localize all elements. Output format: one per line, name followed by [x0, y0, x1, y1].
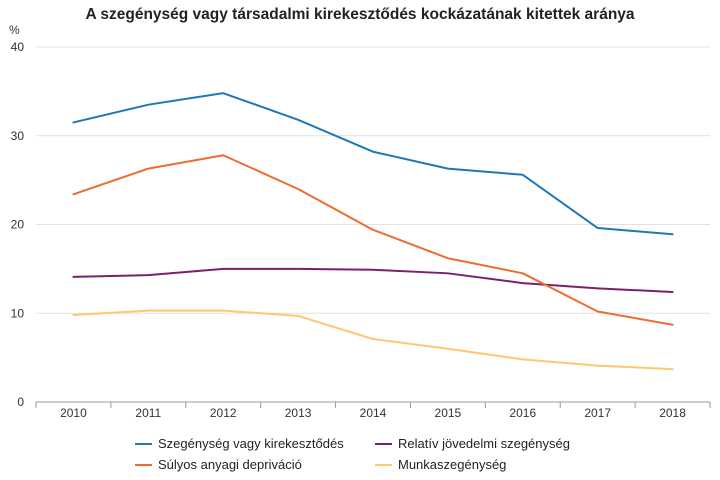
- legend: Szegénység vagy kirekesztődés Relatív jö…: [135, 436, 595, 472]
- legend-label: Súlyos anyagi depriváció: [158, 457, 302, 472]
- x-tick-label: 2010: [60, 406, 87, 420]
- y-axis-unit-label: %: [9, 23, 20, 37]
- series-line-0: [72, 92, 674, 236]
- legend-item-relativ: Relatív jövedelmi szegénység: [375, 436, 595, 451]
- y-tick-label: 10: [11, 306, 25, 320]
- legend-swatch: [135, 463, 152, 466]
- x-tick-label: 2016: [509, 406, 536, 420]
- y-tick-label: 0: [17, 395, 24, 409]
- legend-swatch: [375, 442, 392, 445]
- x-tick-labels: 2010 2011 2012 2013 2014 2015 2016 2017 2018: [35, 402, 711, 420]
- legend-item-szegenyseg: Szegénység vagy kirekesztődés: [135, 436, 375, 451]
- chart-title: A szegénység vagy társadalmi kirekesztőd…: [85, 6, 635, 23]
- y-tick-label: 20: [11, 218, 25, 232]
- legend-label: Munkaszegénység: [398, 457, 507, 472]
- gridlines: [36, 46, 710, 403]
- y-tick-labels: 0 10 20 30 40: [11, 40, 25, 409]
- x-tick-label: 2011: [135, 406, 161, 420]
- legend-swatch: [135, 442, 152, 445]
- x-tick-label: 2015: [435, 406, 462, 420]
- y-tick-label: 40: [11, 40, 25, 54]
- legend-item-deprivacio: Súlyos anyagi depriváció: [135, 457, 375, 472]
- x-tick-label: 2012: [210, 406, 237, 420]
- legend-swatch: [375, 463, 392, 466]
- x-tick-label: 2014: [360, 406, 387, 420]
- x-tick-label: 2013: [285, 406, 312, 420]
- series-line-1: [72, 154, 674, 326]
- series-line-3: [72, 309, 674, 371]
- legend-label: Relatív jövedelmi szegénység: [398, 436, 570, 451]
- x-tick-label: 2018: [659, 406, 686, 420]
- series-line-2: [72, 267, 674, 293]
- x-tick-label: 2017: [584, 406, 611, 420]
- series-lines: [72, 92, 674, 371]
- legend-item-munkaszegenyseg: Munkaszegénység: [375, 457, 595, 472]
- legend-label: Szegénység vagy kirekesztődés: [158, 436, 344, 451]
- y-tick-label: 30: [11, 129, 25, 143]
